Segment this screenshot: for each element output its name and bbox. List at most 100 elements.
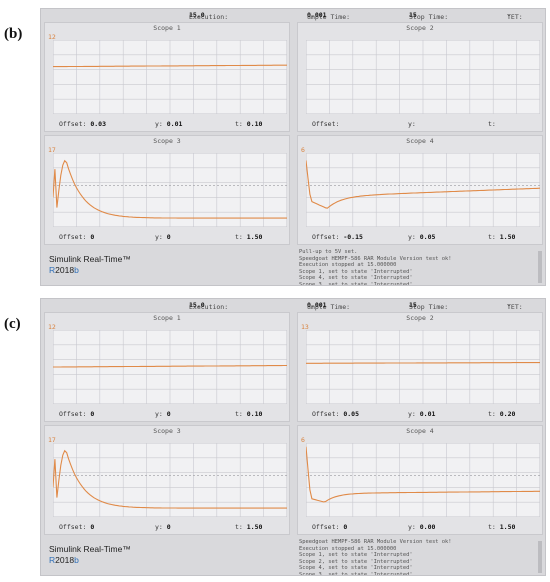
offset-readout: Offset: 0 — [59, 233, 94, 241]
info-area: Simulink Real-Time™ R2018b Pull-up to 5V s… — [41, 249, 545, 287]
y-readout: y: 0 — [155, 233, 171, 241]
execution-status: Execution: 15.0 — [189, 301, 228, 311]
execution-label: Execution: — [189, 303, 229, 311]
log-scrollbar[interactable] — [538, 541, 542, 573]
scope-plot-area — [53, 40, 287, 114]
offset-label: Offset: — [312, 120, 340, 128]
version-year: 2018 — [55, 265, 75, 275]
offset-label: Offset: — [312, 410, 340, 418]
log-line: Pull-up to 5V set. — [299, 249, 358, 255]
t-readout: t: 0.20 — [488, 410, 515, 418]
info-area: Simulink Real-Time™ R2018b Speedgoat HEMPF… — [41, 539, 545, 577]
panel-label: (b) — [4, 26, 23, 42]
scope-plot-area — [53, 153, 287, 227]
t-label: t: — [488, 523, 496, 531]
scope-3[interactable]: Scope 3 17 Offset: 0 y: 0 t: 1.50 — [44, 135, 290, 245]
y-value: 0 — [166, 233, 171, 241]
y-label: y: — [408, 233, 416, 241]
scope-trace — [53, 159, 287, 219]
log-scrollbar[interactable] — [538, 251, 542, 283]
t-value: 0.10 — [246, 410, 263, 418]
offset-value: 0 — [90, 410, 95, 418]
t-readout: t: — [488, 120, 496, 128]
t-value: 1.50 — [499, 233, 516, 241]
offset-readout: Offset: 0 — [312, 523, 347, 531]
scope-plot — [306, 153, 540, 227]
scope-1[interactable]: Scope 1 12 Offset: 0 y: 0 t: 0.10 — [44, 312, 290, 422]
scope-plot — [53, 330, 287, 404]
scope-1[interactable]: Scope 1 12 Offset: 0.03 y: 0.01 t: 0.10 — [44, 22, 290, 132]
log-line: Execution stopped at 15.000000 — [299, 262, 397, 269]
stop-label: Stop Time: — [409, 13, 449, 21]
status-bar: Execution: 15.0 umple Time: 0.001 Stop Tim… — [41, 299, 545, 311]
stop-status: Stop Time: 15 — [409, 301, 448, 311]
offset-label: Offset: — [59, 120, 87, 128]
scope-2[interactable]: Scope 2 13 Offset: 0.05 y: 0.01 t: 0.20 — [297, 312, 543, 422]
scope-plot — [53, 153, 287, 227]
y-value: 0.01 — [166, 120, 183, 128]
t-value: 0.20 — [499, 410, 516, 418]
offset-readout: Offset: — [312, 120, 339, 128]
message-log[interactable]: Speedgoat HEMPF-586 RAR Module Version t… — [299, 539, 537, 575]
scope-title: Scope 2 — [406, 24, 434, 32]
realtime-screen: Execution: 15.0 umple Time: 0.001 Stop Tim… — [40, 8, 546, 286]
product-version: R2018b — [49, 555, 79, 565]
t-label: t: — [235, 523, 243, 531]
scope-ymax: 17 — [48, 146, 56, 154]
y-readout: y: — [408, 120, 416, 128]
y-label: y: — [408, 120, 416, 128]
scope-plot-area — [53, 330, 287, 404]
message-log[interactable]: Pull-up to 5V set. Speedgoat HEMPF-586 RA… — [299, 249, 537, 285]
log-line: Scope 4, set to state 'Interrupted' — [299, 565, 413, 572]
offset-value: 0.03 — [90, 120, 106, 128]
log-line: Scope 2, set to state 'Interrupted' — [299, 558, 413, 565]
sample-status: umple Time: 0.001 — [307, 11, 350, 21]
version-suffix: b — [74, 265, 79, 275]
scope-plot-area — [53, 443, 287, 517]
log-line: Scope 3, set to state 'Interrupted' — [299, 571, 413, 575]
y-readout: y: 0 — [155, 523, 171, 531]
tet-label: TET: — [507, 13, 523, 21]
scope-4[interactable]: Scope 4 6 Offset: 0 y: 0.00 t: 1.50 — [297, 425, 543, 535]
product-version: R2018b — [49, 265, 79, 275]
tet-label: TET: — [507, 303, 523, 311]
y-label: y: — [155, 233, 163, 241]
offset-value: 0.05 — [343, 410, 359, 418]
scope-trace — [53, 364, 287, 368]
tet-value: - — [507, 11, 511, 19]
t-readout: t: 1.50 — [235, 523, 262, 531]
offset-value: 0 — [90, 233, 95, 241]
scope-ymax: 12 — [48, 323, 56, 331]
offset-label: Offset: — [59, 523, 87, 531]
scope-4[interactable]: Scope 4 6 Offset: -0.15 y: 0.05 t: 1.50 — [297, 135, 543, 245]
product-name: Simulink Real-Time™ — [49, 544, 131, 554]
scope-ymax: 6 — [301, 436, 305, 444]
scope-title: Scope 3 — [153, 137, 181, 145]
y-readout: y: 0.00 — [408, 523, 435, 531]
scope-plot — [306, 443, 540, 517]
scope-title: Scope 3 — [153, 427, 181, 435]
scope-ymax: 12 — [48, 33, 56, 41]
sample-label: umple Time: — [307, 13, 351, 21]
y-label: y: — [155, 523, 163, 531]
stop-value: 15 — [409, 301, 417, 309]
scope-plot — [306, 330, 540, 404]
scope-title: Scope 4 — [406, 137, 434, 145]
scope-title: Scope 4 — [406, 427, 434, 435]
scope-3[interactable]: Scope 3 17 Offset: 0 y: 0 t: 1.50 — [44, 425, 290, 535]
scope-plot-area — [306, 330, 540, 404]
t-value: 1.50 — [246, 523, 263, 531]
sample-value: 0.001 — [307, 11, 327, 19]
stop-status: Stop Time: 15 — [409, 11, 448, 21]
scope-ymax: 17 — [48, 436, 56, 444]
log-line: Scope 4, set to state 'Interrupted' — [299, 275, 413, 282]
scope-trace — [306, 446, 540, 503]
log-line: Speedgoat HEMPF-586 RAR Module Version t… — [299, 539, 452, 545]
execution-label: Execution: — [189, 13, 229, 21]
scope-2[interactable]: Scope 2 Offset: y: t: — [297, 22, 543, 132]
offset-label: Offset: — [59, 233, 87, 241]
y-value: 0 — [166, 410, 171, 418]
offset-label: Offset: — [312, 523, 340, 531]
t-label: t: — [235, 233, 243, 241]
execution-value: 15.0 — [189, 301, 205, 309]
